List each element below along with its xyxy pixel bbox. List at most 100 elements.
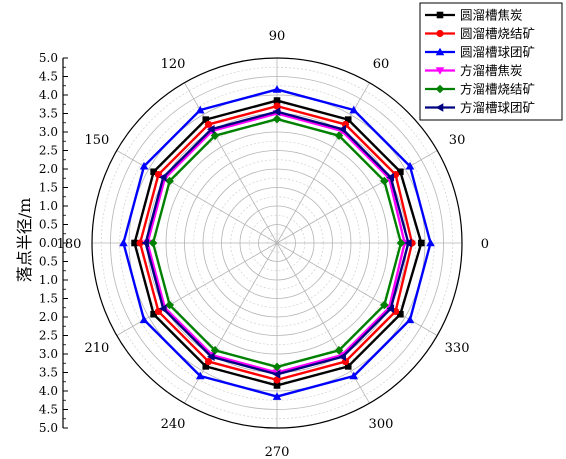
angle-tick-label: 240 <box>161 417 186 432</box>
outer-circle <box>91 57 463 429</box>
angle-tick-label: 90 <box>269 29 286 44</box>
data-point <box>334 346 344 355</box>
grid-spoke <box>276 82 370 244</box>
radial-tick-label: 4.5 <box>39 70 58 84</box>
data-point <box>158 304 167 313</box>
legend-label: 方溜槽烧结矿 <box>460 82 535 97</box>
data-point <box>207 124 215 134</box>
angle-tick-label: 150 <box>85 133 110 148</box>
legend-item: 方溜槽烧结矿 <box>425 82 535 97</box>
angle-tick-label: 210 <box>85 341 110 356</box>
data-point <box>436 11 444 19</box>
data-point <box>435 84 445 94</box>
angle-tick-label: 30 <box>449 133 466 148</box>
legend-label: 圆溜槽烧结矿 <box>460 26 535 41</box>
data-point <box>148 238 158 248</box>
angle-tick-label: 60 <box>373 57 390 72</box>
data-point <box>141 238 149 248</box>
radial-tick-label: 2.0 <box>39 162 58 176</box>
series-layer <box>119 85 435 400</box>
data-point <box>195 105 205 114</box>
radial-tick-label: 4.0 <box>39 384 58 398</box>
data-point <box>435 47 445 56</box>
radial-tick-label: 1.0 <box>39 273 58 287</box>
data-point <box>272 85 282 93</box>
series-group <box>141 107 412 379</box>
radial-tick-label: 3.5 <box>39 107 58 121</box>
data-point <box>154 170 163 179</box>
data-point <box>119 238 128 247</box>
data-point <box>386 304 395 313</box>
radial-tick-label: 5.0 <box>39 421 58 435</box>
legend-item: 方溜槽焦炭 <box>425 63 523 78</box>
angle-tick-label: 270 <box>265 445 290 459</box>
legend-label: 方溜槽球团矿 <box>460 100 535 115</box>
data-point <box>404 238 412 248</box>
radial-tick-label: 0.5 <box>39 255 58 269</box>
data-point <box>341 120 350 129</box>
data-point <box>380 300 389 310</box>
data-point <box>202 116 210 123</box>
data-point <box>131 239 138 247</box>
radial-tick-label: 1.5 <box>39 181 58 195</box>
radial-tick-label: 4.0 <box>39 88 58 102</box>
data-point <box>334 131 344 140</box>
legend-box <box>419 2 563 121</box>
legend-item: 方溜槽球团矿 <box>425 100 535 115</box>
data-point <box>204 357 213 366</box>
series-group <box>136 102 416 384</box>
series-group <box>119 85 435 400</box>
data-point <box>207 352 215 362</box>
data-point <box>349 371 359 380</box>
data-point <box>338 352 346 362</box>
data-point <box>195 371 205 380</box>
y-axis-label: 落点半径/m <box>15 198 34 283</box>
legend-item: 圆溜槽烧结矿 <box>425 26 535 41</box>
radial-tick-label: 2.5 <box>39 329 58 343</box>
radial-tick-label: 4.5 <box>39 403 58 417</box>
data-point <box>202 363 210 370</box>
data-point <box>341 357 350 366</box>
data-point <box>426 238 435 247</box>
legend-label: 方溜槽焦炭 <box>460 63 523 78</box>
series-group <box>131 97 425 389</box>
radial-axis: 5.0 4.5 4.0 3.5 3.0 2.5 2.0 1.5 1.0 0.5 0.0 0.5 1.0 1… <box>39 51 68 435</box>
data-point <box>210 346 220 355</box>
data-point <box>150 310 157 318</box>
grid-spoke <box>276 150 438 244</box>
data-point <box>344 363 352 370</box>
radial-tick-label: 3.5 <box>39 366 58 380</box>
grid-spoke <box>184 82 278 244</box>
data-point <box>165 300 174 310</box>
data-point <box>272 392 282 400</box>
data-point <box>273 102 281 110</box>
radial-tick-label: 0.0 <box>39 236 58 250</box>
radial-tick-label: 2.0 <box>39 310 58 324</box>
data-point <box>273 376 281 384</box>
grid-spoke <box>116 150 278 244</box>
data-point <box>273 97 281 104</box>
legend-item: 圆溜槽焦炭 <box>425 8 523 23</box>
radial-tick-label: 3.0 <box>39 125 58 139</box>
data-point <box>150 168 157 176</box>
data-point <box>405 161 415 170</box>
data-point <box>436 29 444 38</box>
angle-tick-label: 180 <box>57 237 82 252</box>
data-point <box>210 131 220 140</box>
radial-tick-label: 1.5 <box>39 292 58 306</box>
data-point <box>272 370 281 379</box>
legend-label: 圆溜槽焦炭 <box>460 8 523 23</box>
data-point <box>344 116 352 123</box>
data-point <box>165 176 174 186</box>
legend-item: 圆溜槽球团矿 <box>425 45 535 60</box>
radial-tick-label: 1.0 <box>39 199 58 213</box>
angle-tick-label: 300 <box>369 417 394 432</box>
data-point <box>273 382 281 389</box>
data-point <box>139 161 149 170</box>
data-point <box>397 310 404 318</box>
angle-tick-label: 120 <box>161 57 186 72</box>
angle-tick-label: 0 <box>481 237 489 252</box>
data-point <box>139 315 149 324</box>
